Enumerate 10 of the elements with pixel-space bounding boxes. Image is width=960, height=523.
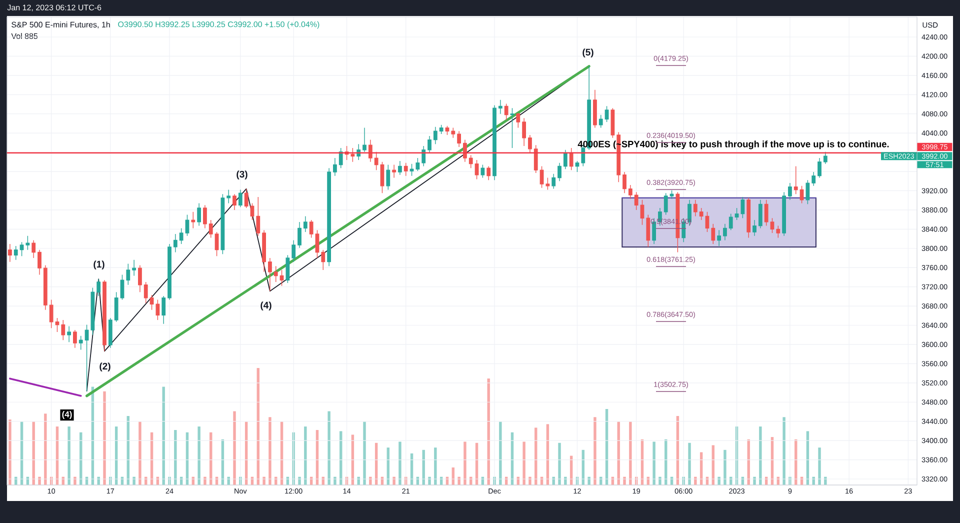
annotation: (2) (100, 362, 110, 372)
chart-title: Vol 885 (11, 33, 38, 39)
annotation: (3) (236, 170, 248, 180)
chart-subtitle: O3990.50 H3992.25 L3990.25 C3992.00 +1.50 (+0.04%) (118, 21, 320, 29)
annotation: (4) (62, 411, 72, 419)
chart-title: S&P 500 E-mini Futures, 1h (12, 22, 110, 28)
annotation: (1) (94, 260, 104, 270)
annotation: (5) (582, 48, 594, 58)
annotation: (4) (260, 302, 272, 310)
text: Jan 12, 2023 06:12 UTC-6 (7, 4, 102, 12)
